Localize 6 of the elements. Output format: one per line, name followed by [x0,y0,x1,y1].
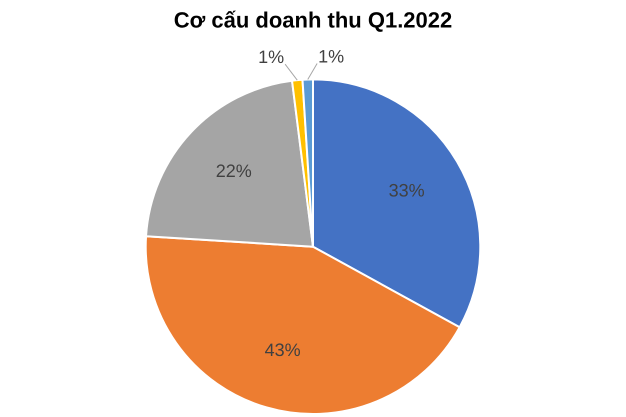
data-label: 1% [258,47,284,68]
data-label: 43% [264,340,301,360]
chart-title: Cơ cấu doanh thu Q1.2022 [174,7,452,32]
data-label: 22% [216,161,252,182]
data-label: 33% [388,180,425,200]
data-label: 1% [318,46,344,66]
